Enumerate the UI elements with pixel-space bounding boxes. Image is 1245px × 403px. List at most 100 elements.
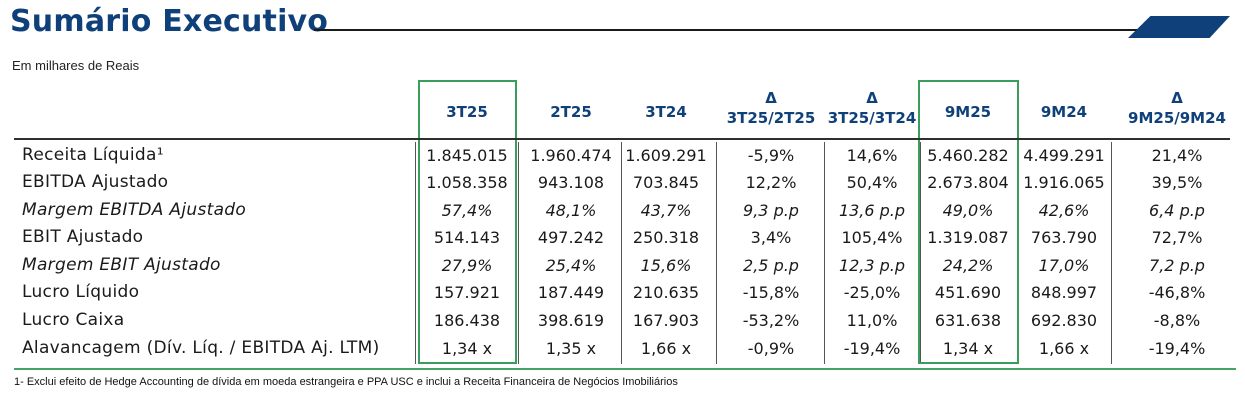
subtitle: Em milhares de Reais [12, 58, 140, 73]
table-cell: 105,4% [841, 228, 903, 247]
table-cell: 167.903 [632, 311, 700, 330]
column-divider [920, 142, 921, 364]
footnote: 1- Exclui efeito de Hedge Accounting de … [14, 376, 678, 388]
table-cell: 49,0% [942, 201, 994, 220]
table-cell: 1,66 x [1038, 339, 1090, 358]
table-cell: 57,4% [441, 201, 493, 220]
table-cell: 72,7% [1151, 228, 1203, 247]
row-label: Margem EBITDA Ajustado [22, 200, 247, 220]
table-cell: 4.499.291 [1023, 146, 1105, 165]
table-cell: 692.830 [1030, 311, 1098, 330]
column-header: 3T25 [417, 102, 517, 122]
table-cell: 398.619 [537, 311, 605, 330]
column-header-line2: 3T24 [645, 103, 687, 121]
table-cell: -19,4% [843, 339, 901, 358]
column-header-line2: 9M25 [944, 103, 992, 121]
page-title: Sumário Executivo [10, 4, 329, 39]
table-cell: 1.609.291 [625, 146, 707, 165]
column-header-line2: 3T25/2T25 [726, 109, 816, 127]
table-cell: 7,2 p.p [1149, 256, 1205, 275]
table-cell: 13,6 p.p [838, 201, 906, 220]
table-cell: 1,34 x [441, 339, 493, 358]
row-label: EBITDA Ajustado [22, 172, 169, 192]
table-cell: 497.242 [537, 228, 605, 247]
table-bottom-rule [14, 368, 1236, 370]
table-cell: 21,4% [1151, 146, 1203, 165]
table-cell: -19,4% [1148, 339, 1206, 358]
column-header-line1: Δ [765, 89, 777, 107]
table-cell: 5.460.282 [927, 146, 1009, 165]
table-cell: 14,6% [846, 146, 898, 165]
table-cell: 1,66 x [640, 339, 692, 358]
column-header: 9M25 [918, 102, 1018, 122]
row-label: EBIT Ajustado [22, 227, 144, 247]
table-cell: 12,2% [745, 173, 797, 192]
column-header: Δ 3T25/2T25 [716, 88, 826, 128]
table-cell: 1.916.065 [1023, 173, 1105, 192]
table-cell: -8,8% [1153, 311, 1201, 330]
title-rule [314, 29, 1144, 31]
table-cell: 43,7% [640, 201, 692, 220]
table-cell: 39,5% [1151, 173, 1203, 192]
table-cell: -53,2% [742, 311, 800, 330]
table-cell: 1.960.474 [530, 146, 612, 165]
table-cell: -46,8% [1148, 283, 1206, 302]
column-divider [1111, 142, 1112, 364]
column-header-line2: 2T25 [550, 103, 592, 121]
title-accent-tab [1128, 16, 1230, 38]
row-label: Lucro Líquido [22, 282, 140, 302]
table-cell: -25,0% [843, 283, 901, 302]
table-cell: 943.108 [537, 173, 605, 192]
table-cell: 27,9% [441, 256, 493, 275]
table-cell: 157.921 [433, 283, 501, 302]
table-cell: 631.638 [934, 311, 1002, 330]
column-header-line2: 9M25/9M24 [1128, 109, 1226, 127]
row-label: Margem EBIT Ajustado [22, 255, 221, 275]
table-cell: 187.449 [537, 283, 605, 302]
highlight-box [918, 80, 1019, 364]
column-header-line2: 3T25 [446, 103, 488, 121]
table-cell: 1,35 x [545, 339, 597, 358]
table-cell: 48,1% [545, 201, 597, 220]
row-label: Lucro Caixa [22, 310, 125, 330]
table-cell: 1.058.358 [426, 173, 508, 192]
table-cell: 210.635 [632, 283, 700, 302]
table-cell: 2,5 p.p [743, 256, 799, 275]
column-divider [518, 142, 519, 364]
column-header: 2T25 [521, 102, 621, 122]
table-cell: 50,4% [846, 173, 898, 192]
column-header-line2: 3T25/3T24 [827, 109, 917, 127]
row-label: Receita Líquida¹ [22, 145, 164, 165]
column-header: 9M24 [1014, 102, 1114, 122]
table-cell: 9,3 p.p [743, 201, 799, 220]
table-cell: -15,8% [742, 283, 800, 302]
table-cell: 1,34 x [942, 339, 994, 358]
highlight-box [418, 80, 517, 364]
table-cell: -5,9% [747, 146, 795, 165]
table-cell: 11,0% [846, 311, 898, 330]
column-header: Δ 3T25/3T24 [822, 88, 922, 128]
column-header-line1: Δ [866, 89, 878, 107]
column-header-line2: 9M24 [1040, 103, 1088, 121]
column-header: 3T24 [616, 102, 716, 122]
table-cell: 1.845.015 [426, 146, 508, 165]
table-cell: 3,4% [750, 228, 792, 247]
table-cell: 12,3 p.p [838, 256, 906, 275]
table-cell: 15,6% [640, 256, 692, 275]
table-cell: 6,4 p.p [1149, 201, 1205, 220]
table-cell: 186.438 [433, 311, 501, 330]
table-cell: 703.845 [632, 173, 700, 192]
table-cell: 451.690 [934, 283, 1002, 302]
table-cell: 1.319.087 [927, 228, 1009, 247]
table-cell: 42,6% [1038, 201, 1090, 220]
table-cell: 848.997 [1030, 283, 1098, 302]
table-cell: 25,4% [545, 256, 597, 275]
table-cell: 24,2% [942, 256, 994, 275]
table-cell: 763.790 [1030, 228, 1098, 247]
column-header-line1: Δ [1171, 89, 1183, 107]
column-divider [716, 142, 717, 364]
table-cell: 17,0% [1038, 256, 1090, 275]
table-cell: 250.318 [632, 228, 700, 247]
column-divider [415, 142, 416, 364]
column-divider [621, 142, 622, 364]
